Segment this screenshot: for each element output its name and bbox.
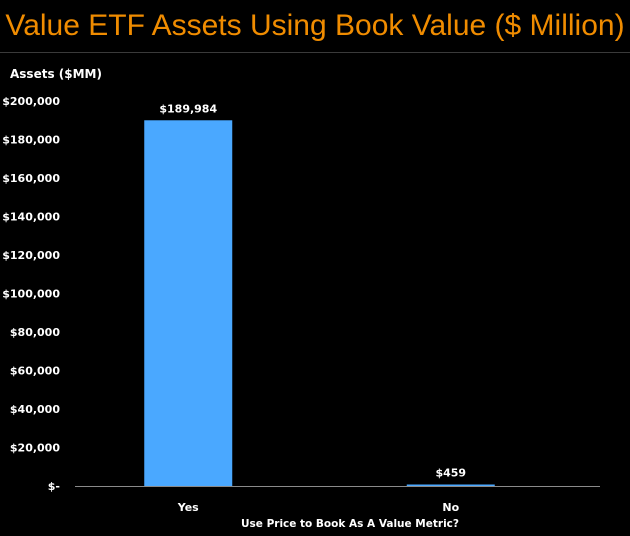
y-axis-label: Assets ($MM): [10, 67, 102, 81]
bar-no: [406, 484, 495, 486]
y-tick-labels: $- $20,000 $40,000 $60,000 $80,000 $100,000 $1…: [2, 95, 60, 493]
bars: [144, 120, 495, 487]
x-tick-labels: Yes No: [177, 501, 460, 514]
x-axis-label: Use Price to Book As A Value Metric?: [241, 518, 459, 530]
y-tick-label: $80,000: [10, 326, 60, 339]
y-tick-label: $20,000: [10, 442, 60, 455]
data-label: $189,984: [159, 102, 217, 115]
y-tick-label: $60,000: [10, 365, 60, 378]
y-tick-label: $120,000: [2, 249, 60, 262]
y-tick-label: $200,000: [2, 95, 60, 108]
y-tick-label: $140,000: [2, 211, 60, 224]
x-tick-label: Yes: [177, 501, 199, 514]
y-tick-label: $100,000: [2, 288, 60, 301]
x-tick-label: No: [442, 501, 459, 514]
chart-title: Value ETF Assets Using Book Value ($ Mil…: [5, 9, 625, 42]
data-label: $459: [435, 467, 466, 480]
y-tick-label: $180,000: [2, 134, 60, 147]
bar-yes: [144, 120, 233, 487]
y-tick-label: $-: [48, 480, 60, 493]
y-tick-label: $160,000: [2, 172, 60, 185]
data-labels: $189,984 $459: [159, 102, 466, 479]
title-band: Value ETF Assets Using Book Value ($ Mil…: [0, 0, 630, 53]
y-tick-label: $40,000: [10, 403, 60, 416]
